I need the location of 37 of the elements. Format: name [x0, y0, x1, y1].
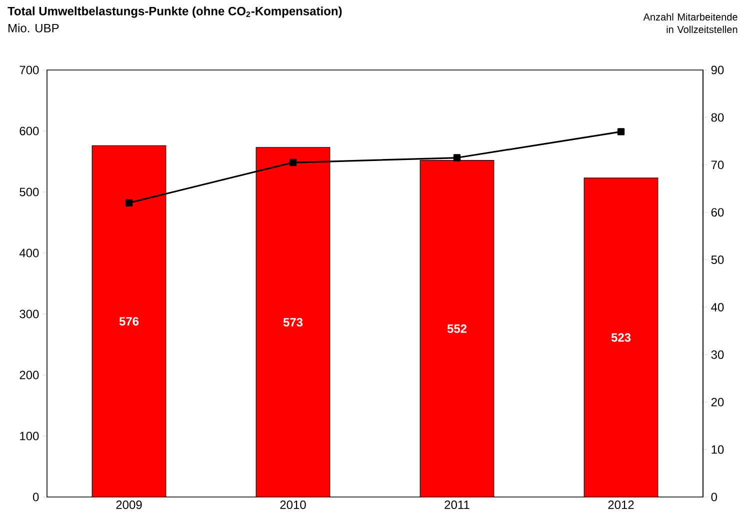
point	[617, 128, 625, 136]
y2-tick-label: 80	[711, 113, 724, 122]
data-label: 552	[447, 324, 467, 333]
chart-title: Total Umweltbelastungs-Punkte (ohne CO$_{2}$-Kompensation)	[8, 6, 342, 18]
y2-tick-label: 90	[711, 66, 724, 74]
y-tick-label: 300	[20, 310, 39, 318]
y2-tick-label: 60	[711, 208, 724, 217]
x-tick-label: 2009	[116, 500, 142, 510]
y2-tick-label: 10	[712, 445, 724, 454]
bar	[420, 160, 494, 497]
data-label: 576	[119, 317, 139, 326]
y-tick-label: 200	[20, 370, 39, 380]
y2-tick-label: 0	[711, 492, 718, 502]
data-label: 523	[611, 333, 631, 342]
y2-tick-label: 40	[711, 302, 724, 312]
data-label: 573	[283, 318, 303, 326]
y-tick-label: 0	[32, 492, 39, 502]
y-tick-label: 500	[20, 188, 39, 196]
y2-tick-label: 70	[711, 160, 724, 170]
bar	[256, 147, 330, 497]
y-tick-label: 700	[20, 66, 39, 74]
x-tick-label: 2010	[280, 500, 306, 510]
y2-axis-title: Anzahl Mitarbeitende in Vollzeitstellen	[643, 13, 738, 34]
bar	[92, 145, 166, 497]
y2-tick-label: 50	[711, 256, 724, 264]
bar	[584, 178, 658, 497]
y2-tick-label: 30	[711, 350, 724, 359]
y-tick-label: 100	[20, 432, 39, 440]
y-axis-title: Mio. UBP	[8, 24, 59, 32]
x-tick-label: 2012	[608, 500, 634, 510]
point	[453, 154, 461, 162]
y-tick-label: 600	[20, 126, 39, 136]
y2-tick-label: 20	[711, 398, 724, 406]
y-tick-label: 400	[19, 248, 39, 258]
x-tick-label: 2011	[444, 500, 470, 510]
point	[289, 158, 297, 166]
point	[125, 199, 133, 206]
